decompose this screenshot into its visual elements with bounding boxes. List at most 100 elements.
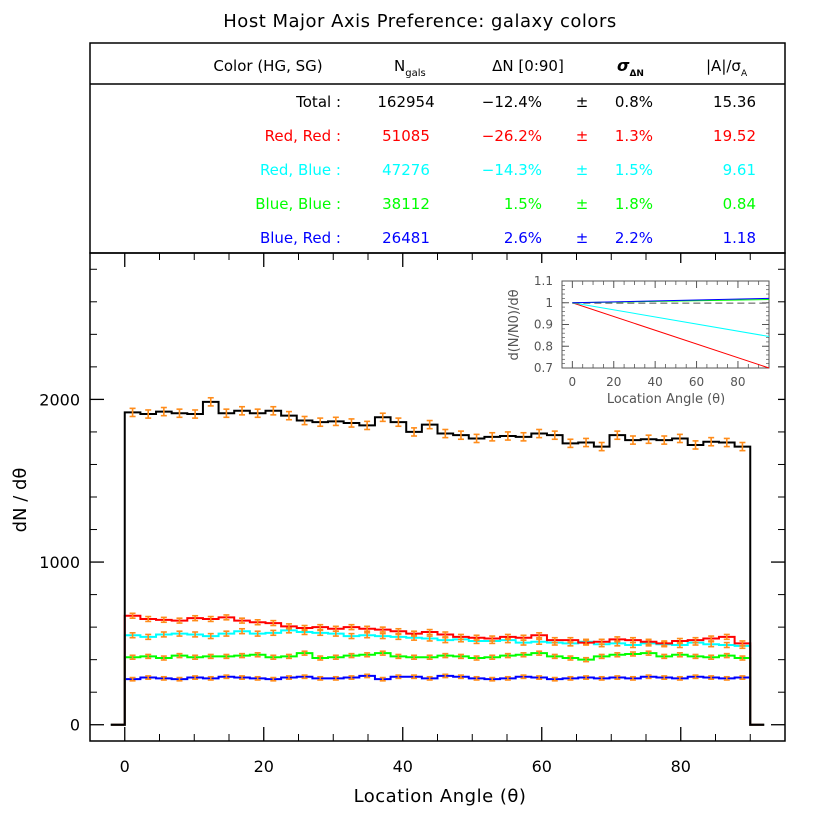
inset-series-group: [572, 297, 770, 369]
y-tick-label: 2000: [39, 390, 80, 409]
error-bar: [739, 441, 746, 452]
error-bar: [332, 625, 339, 633]
error-bar: [207, 632, 214, 640]
error-bar: [536, 632, 543, 639]
error-bar: [442, 428, 449, 439]
error-bar: [317, 623, 324, 631]
error-bar: [332, 654, 339, 660]
x-tick-label: 0: [120, 757, 130, 776]
error-bar: [457, 430, 464, 441]
error-bar: [364, 632, 371, 639]
error-bar: [364, 673, 371, 679]
row-plusminus: ±: [576, 161, 589, 179]
error-bar: [348, 418, 355, 428]
error-bar: [536, 650, 543, 656]
error-bar: [379, 676, 386, 682]
error-bar: [676, 637, 683, 645]
error-bar: [395, 653, 402, 660]
error-bar: [723, 652, 730, 659]
error-bar: [551, 653, 558, 660]
error-bar: [411, 630, 418, 637]
error-bar: [129, 654, 136, 660]
row-dn: 2.6%: [504, 229, 542, 247]
error-bar: [270, 676, 277, 682]
error-bar: [598, 638, 605, 646]
error-bar: [348, 623, 355, 631]
error-bar: [395, 674, 402, 680]
inset-line-red-blue: [572, 302, 770, 337]
error-bar: [551, 636, 558, 644]
header-ngals-sub: gals: [405, 68, 425, 79]
series-red-red: [110, 612, 765, 726]
error-bar: [379, 412, 386, 423]
inset-y-axis-label: d(N/N0)/dθ: [507, 289, 522, 360]
error-bar: [645, 650, 652, 656]
row-label: Blue, Blue :: [255, 195, 341, 213]
error-bar: [489, 431, 496, 442]
error-bar: [239, 405, 246, 416]
error-bar: [395, 417, 402, 428]
error-bar: [551, 676, 558, 682]
error-bar: [176, 408, 183, 419]
error-bar: [301, 624, 308, 632]
error-bar: [239, 675, 246, 680]
row-a-ratio: 1.18: [723, 229, 756, 247]
error-bar: [285, 623, 292, 630]
error-bar: [583, 675, 590, 680]
header-sigma: σΔN: [617, 56, 644, 79]
error-bar: [739, 655, 746, 661]
error-bar: [239, 617, 246, 624]
inset-plot: 0 20 40 60 80 0.7 0.8 0.9 1 1.1 Location Angle (θ…: [481, 263, 778, 413]
error-bar: [629, 636, 636, 644]
inset-x-tick-label: 80: [730, 375, 745, 389]
error-bar: [645, 638, 652, 646]
y-tick-label: 0: [70, 716, 80, 735]
error-bar: [145, 615, 152, 623]
row-label: Red, Blue :: [260, 161, 341, 179]
error-bar: [364, 420, 371, 431]
error-bar: [223, 674, 230, 680]
error-bar: [551, 430, 558, 441]
error-bar: [301, 674, 308, 680]
error-bar: [254, 652, 261, 658]
inset-y-tick-label: 0.8: [534, 339, 553, 353]
error-bar: [192, 409, 199, 419]
error-bar: [645, 434, 652, 445]
error-bar: [270, 405, 277, 416]
inset-y-tick-label: 1.1: [534, 274, 553, 288]
error-bar: [239, 627, 246, 635]
error-bar: [207, 615, 214, 623]
error-bar: [285, 653, 292, 660]
error-bar: [473, 675, 480, 681]
error-bar: [379, 650, 386, 656]
error-bar: [176, 676, 183, 682]
row-a-ratio: 15.36: [713, 93, 756, 111]
error-bar: [270, 619, 277, 627]
x-tick-label: 40: [393, 757, 413, 776]
error-bar: [395, 633, 402, 641]
error-bar: [708, 675, 715, 680]
inset-x-tick-label: 40: [648, 375, 663, 389]
main-y-axis-label: dN / dθ: [10, 468, 31, 533]
error-bar: [442, 673, 449, 679]
row-label: Total :: [295, 93, 341, 111]
row-ngals: 26481: [382, 229, 430, 247]
error-bar: [145, 409, 152, 419]
error-bar: [317, 655, 324, 661]
error-bar: [661, 640, 668, 647]
error-bar: [708, 436, 715, 447]
error-bar: [270, 629, 277, 637]
error-bar: [411, 654, 418, 660]
error-bar: [301, 650, 308, 656]
error-bar: [473, 655, 480, 661]
row-sigma: 1.8%: [615, 195, 653, 213]
error-bar: [692, 674, 699, 680]
error-bar: [567, 636, 574, 644]
error-bar: [739, 640, 746, 647]
series-step-line: [110, 614, 765, 726]
error-bar: [254, 630, 261, 637]
error-bar: [426, 654, 433, 660]
row-plusminus: ±: [576, 127, 589, 145]
error-bar: [176, 617, 183, 624]
row-label: Blue, Red :: [260, 229, 341, 247]
